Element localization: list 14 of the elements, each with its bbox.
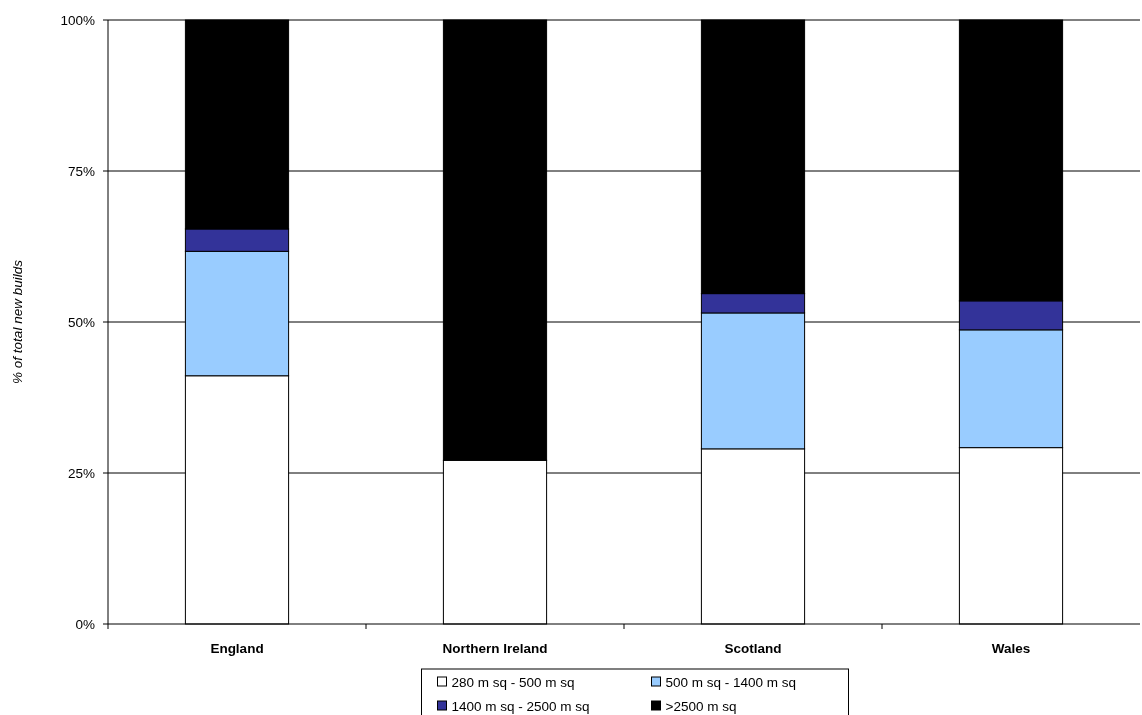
y-axis-title: % of total new builds: [10, 259, 25, 384]
legend-label: >2500 m sq: [665, 699, 737, 714]
x-tick-label: Northern Ireland: [442, 641, 548, 656]
x-tick-label: Scotland: [724, 641, 782, 656]
y-tick-label: 50%: [67, 314, 95, 330]
x-tick-label: England: [210, 641, 264, 656]
y-tick-label: 75%: [67, 163, 95, 179]
legend-label: 1400 m sq - 2500 m sq: [451, 699, 590, 714]
y-tick-label: 0%: [75, 616, 95, 632]
legend-label: 280 m sq - 500 m sq: [451, 675, 575, 690]
x-tick-label: Wales: [991, 641, 1031, 656]
y-tick-label: 25%: [67, 465, 95, 481]
legend-label: 500 m sq - 1400 m sq: [665, 675, 797, 690]
y-tick-label: 100%: [60, 12, 95, 28]
